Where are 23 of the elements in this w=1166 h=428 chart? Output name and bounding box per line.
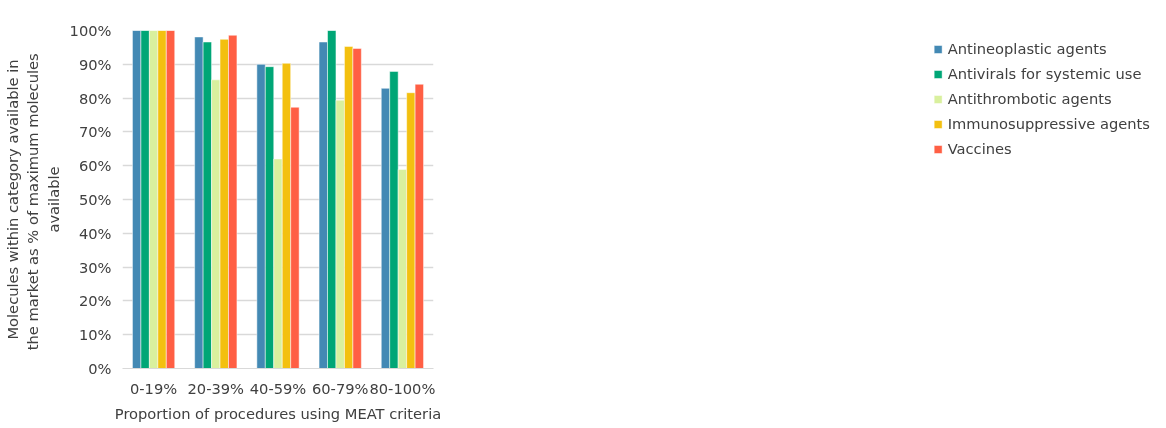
x-tick-label: 40-59%	[249, 379, 307, 397]
y-axis-title: Molecules within category available in the market as % of maximum molecules available	[3, 53, 62, 351]
y-tick-label: 50%	[78, 191, 112, 208]
legend-label: Immunosuppressive agents	[947, 115, 1150, 132]
y-tick-label: 60%	[78, 157, 112, 175]
y-tick-label: 80%	[78, 89, 112, 107]
legend-label: Antivirals for systemic use	[947, 65, 1142, 82]
y-tick-label: 70%	[78, 123, 112, 141]
x-tick-label: 80-100%	[369, 379, 436, 397]
y-tick-label: 90%	[78, 55, 112, 73]
x-axis-title: Proportion of procedures using MEAT criteria	[114, 404, 442, 422]
y-tick-label: 40%	[78, 224, 112, 242]
y-tick-label: 100%	[69, 22, 112, 39]
y-tick-label: 20%	[78, 292, 112, 310]
y-tick-label: 30%	[78, 258, 112, 276]
x-tick-label: 0-19%	[130, 379, 178, 397]
legend-label: Antithrombotic agents	[947, 90, 1112, 107]
y-tick-label: 10%	[78, 326, 112, 344]
y-tick-label: 0%	[88, 360, 112, 377]
x-tick-label: 60-79%	[311, 379, 369, 397]
x-tick-label: 20-39%	[187, 379, 245, 397]
legend-label: Vaccines	[947, 140, 1012, 157]
legend-label: Antineoplastic agents	[947, 40, 1107, 57]
